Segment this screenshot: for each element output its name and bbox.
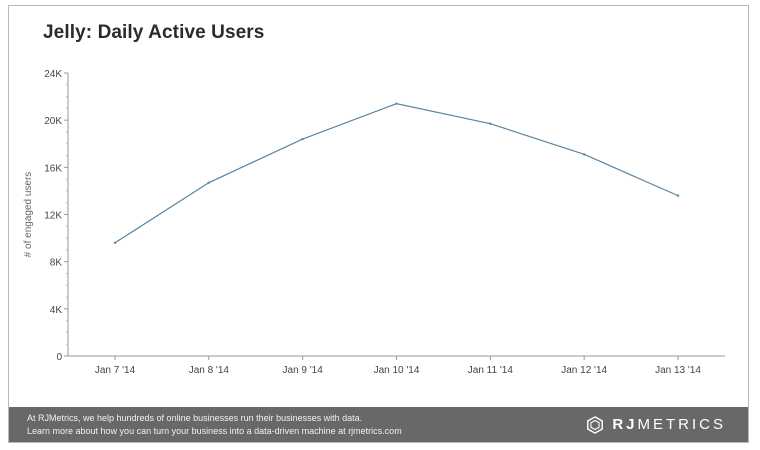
footer-text-line2: Learn more about how you can turn your b… (27, 426, 402, 436)
series-line (114, 103, 679, 244)
y-tick-label: 20K (44, 116, 62, 127)
rjmetrics-logo-icon (587, 416, 604, 434)
y-axis-title: # of engaged users (23, 172, 34, 258)
x-tick-label: Jan 10 '14 (374, 365, 420, 376)
y-tick-label: 4K (50, 305, 63, 316)
data-point (676, 194, 680, 197)
chart-title: Jelly: Daily Active Users (43, 22, 265, 43)
brand-text-bold: RJ (612, 416, 638, 433)
data-point (207, 181, 211, 184)
x-tick-label: Jan 9 '14 (283, 365, 324, 376)
y-tick-label: 0 (56, 352, 62, 363)
data-point (582, 153, 586, 156)
y-tick-label: 12K (44, 211, 62, 222)
x-tick-label: Jan 13 '14 (655, 365, 701, 376)
data-point (395, 102, 398, 105)
data-point (489, 122, 492, 125)
x-tick-label: Jan 12 '14 (561, 365, 607, 376)
data-point (301, 137, 304, 141)
chart-marks (113, 102, 680, 244)
y-tick-label: 24K (44, 69, 62, 80)
chart-card: Jelly: Daily Active Users At RJMetrics, … (8, 5, 749, 443)
rjmetrics-logo: RJ METRICS (586, 416, 726, 434)
chart-axes: 0 4K 8K 12K 16K 20K 24K Jan 7 '14 Jan 8 '14 Jan 9… (23, 69, 725, 376)
footer-banner: At RJMetrics, we help hundreds of online… (9, 407, 748, 442)
footer-text-line1: At RJMetrics, we help hundreds of online… (27, 413, 363, 423)
data-point (113, 241, 117, 244)
brand-text-rest: METRICS (637, 416, 726, 433)
y-tick-label: 16K (44, 163, 62, 174)
x-tick-label: Jan 11 '14 (468, 365, 514, 376)
x-tick-label: Jan 8 '14 (189, 365, 230, 376)
y-tick-label: 8K (50, 258, 63, 269)
x-tick-label: Jan 7 '14 (95, 365, 136, 376)
